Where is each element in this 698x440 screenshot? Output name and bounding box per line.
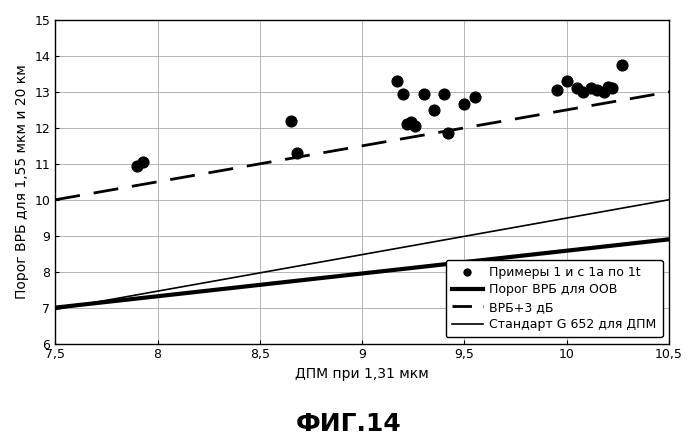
Point [572, 85, 583, 92]
Point [418, 90, 429, 97]
Legend: Примеры 1 и с 1а по 1t, Порог ВРБ для ООВ, ВРБ+3 дБ, Стандарт G 652 для ДПМ: Примеры 1 и с 1а по 1t, Порог ВРБ для ОО… [445, 260, 663, 337]
Point [459, 101, 470, 108]
X-axis label: ДПМ при 1,31 мкм: ДПМ при 1,31 мкм [295, 367, 429, 381]
Y-axis label: Порог ВРБ для 1,55 мкм и 20 км: Порог ВРБ для 1,55 мкм и 20 км [15, 64, 29, 299]
Point [138, 158, 149, 165]
Text: ФИГ.14: ФИГ.14 [296, 411, 402, 436]
Point [443, 130, 454, 137]
Point [291, 150, 302, 157]
Point [438, 90, 450, 97]
Point [428, 106, 439, 114]
Point [131, 162, 142, 169]
Point [606, 85, 617, 92]
Point [401, 121, 413, 128]
Point [469, 94, 480, 101]
Point [602, 83, 614, 90]
Point [406, 119, 417, 126]
Point [410, 123, 421, 130]
Point [616, 62, 628, 69]
Point [398, 90, 409, 97]
Point [285, 117, 296, 124]
Point [598, 88, 609, 95]
Point [551, 87, 562, 94]
Point [561, 77, 572, 84]
Point [577, 88, 588, 95]
Point [392, 77, 403, 84]
Point [586, 85, 597, 92]
Point [592, 87, 603, 94]
